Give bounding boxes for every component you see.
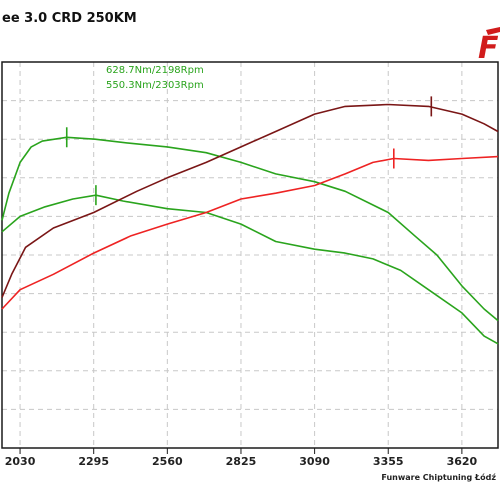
x-tick-label: 3355 <box>373 455 404 468</box>
logo-swoosh <box>486 27 500 35</box>
series-line-2 <box>1 103 499 298</box>
series-line-1 <box>1 194 499 345</box>
plot-border <box>1 61 499 449</box>
marker-layer <box>65 96 433 206</box>
x-tick-label: 3090 <box>299 455 330 468</box>
x-tick-label: 3620 <box>447 455 478 468</box>
annotation-max-torque-tuned: 628.7Nm/2198Rpm <box>106 65 204 76</box>
chart-grid <box>2 62 498 448</box>
series-layer <box>1 103 499 345</box>
chart-title: ee 3.0 CRD 250KM <box>2 11 137 26</box>
annotation-layer: 628.7Nm/2198Rpm 550.3Nm/2303Rpm <box>106 65 204 91</box>
annotation-max-torque-stock: 550.3Nm/2303Rpm <box>106 80 204 91</box>
x-tick-label: 2295 <box>78 455 109 468</box>
footer-credit: Funware Chiptuning Łódź <box>381 472 496 482</box>
x-tick-labels: 2030 2295 2560 2825 3090 3355 3620 <box>5 448 478 468</box>
series-line-3 <box>1 155 499 310</box>
logo-text: F <box>478 31 499 66</box>
x-tick-label: 2560 <box>152 455 183 468</box>
series-line-0 <box>1 136 499 322</box>
brand-logo: F <box>466 27 500 66</box>
x-tick-label: 2030 <box>5 455 36 468</box>
x-tick-label: 2825 <box>226 455 257 468</box>
